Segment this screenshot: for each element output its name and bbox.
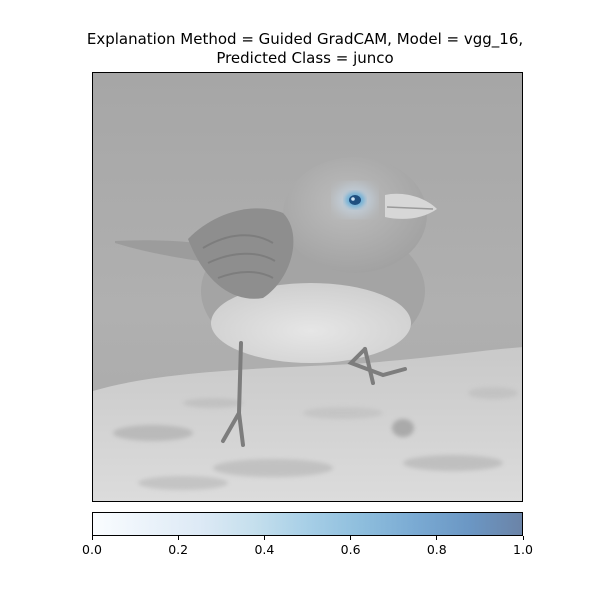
chart-title-line-1: Explanation Method = Guided GradCAM, Mod… <box>86 30 524 48</box>
colorbar-axis: 0.0 0.2 0.4 0.6 0.8 1.0 <box>82 536 533 566</box>
wing-feather-lines <box>202 234 276 279</box>
colorbar-tick-label: 0.0 <box>82 542 102 557</box>
colorbar-tick-label: 0.2 <box>168 542 189 557</box>
colorbar-tick-mark <box>350 536 352 540</box>
chart-title-line-2: Predicted Class = junco <box>216 49 394 67</box>
bird-beak-line <box>386 206 434 210</box>
bird-beak <box>385 193 437 219</box>
bird-legs <box>221 341 407 447</box>
colorbar-gradient <box>93 513 522 535</box>
colorbar-tick-label: 0.4 <box>254 542 275 557</box>
rock-texture <box>113 387 518 490</box>
colorbar-tick-label: 0.8 <box>426 542 447 557</box>
colorbar-tick-mark <box>177 536 179 540</box>
colorbar-tick-mark <box>263 536 265 540</box>
junco-photo-overlay <box>93 73 522 501</box>
bird-belly <box>211 283 411 363</box>
colorbar-tick-mark <box>436 536 438 540</box>
colorbar <box>92 512 523 536</box>
colorbar-tick-label: 0.6 <box>340 542 361 557</box>
colorbar-tick-label: 1.0 <box>513 542 533 557</box>
heatmap-overlay-eye <box>335 184 375 216</box>
colorbar-tick-mark <box>522 536 524 540</box>
colorbar-tick-mark <box>91 536 93 540</box>
chart-title: Explanation Method = Guided GradCAM, Mod… <box>0 30 600 68</box>
explanation-heatmap-image <box>92 72 523 502</box>
bird-tail <box>115 240 215 263</box>
